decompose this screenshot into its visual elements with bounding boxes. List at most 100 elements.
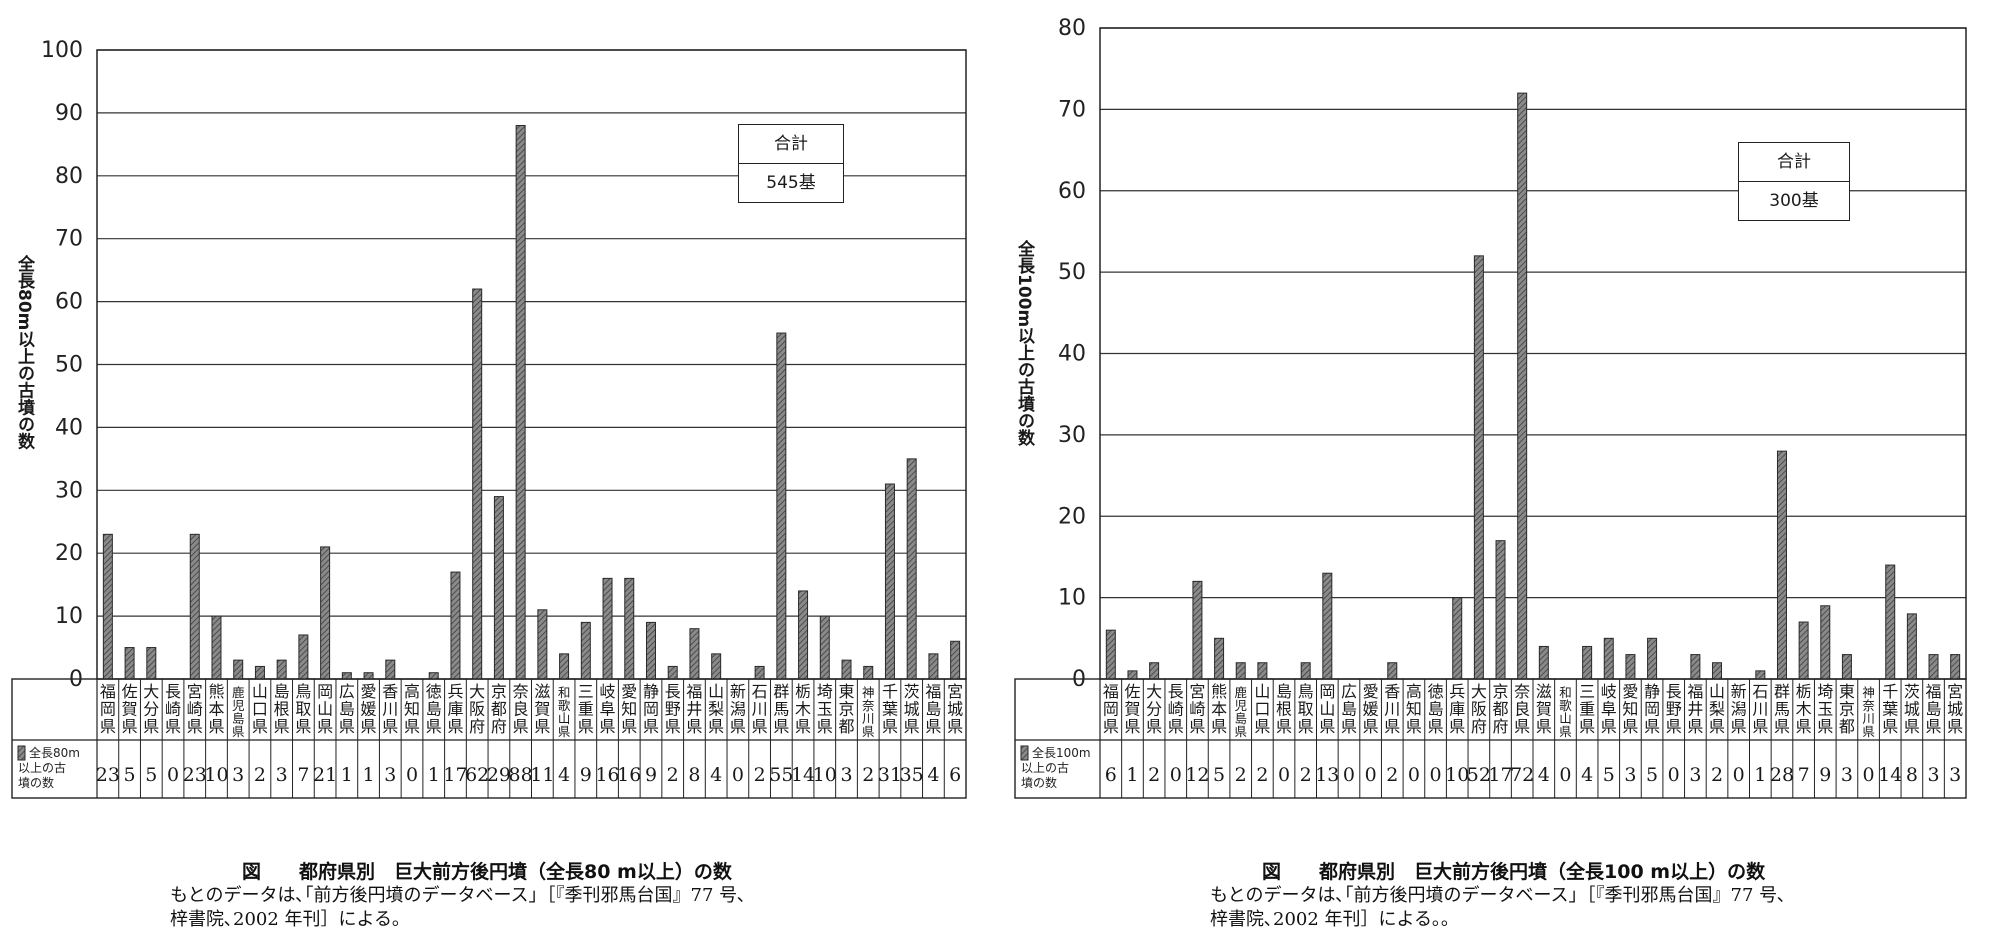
data-table-frame bbox=[1014, 678, 1967, 799]
value-label: 6 bbox=[1105, 764, 1117, 786]
category-label: 千葉県 bbox=[1882, 682, 1898, 736]
bar bbox=[1625, 654, 1636, 680]
bar bbox=[1712, 662, 1723, 680]
bar bbox=[1582, 645, 1593, 680]
category-label: 茨城県 bbox=[904, 682, 920, 736]
value-label: 0 bbox=[1408, 764, 1420, 786]
value-label: 8 bbox=[1906, 764, 1918, 786]
value-label: 0 bbox=[1170, 764, 1182, 786]
value-label: 0 bbox=[1668, 764, 1680, 786]
bar bbox=[1690, 654, 1701, 680]
bar bbox=[754, 665, 765, 680]
value-label: 0 bbox=[1430, 764, 1442, 786]
category-label: 宮崎県 bbox=[1189, 682, 1205, 736]
legend-label: 全長100m bbox=[1032, 745, 1091, 760]
bar bbox=[1149, 662, 1160, 680]
bar bbox=[1885, 564, 1896, 680]
value-label: 2 bbox=[254, 764, 266, 786]
category-label: 長野県 bbox=[1666, 682, 1682, 736]
caption: 図 都府県別 巨大前方後円墳（全長100 m以上）の数 もとのデータは､｢前方後… bbox=[1210, 857, 1786, 932]
chart-80m-plot: 0102030405060708090100全長80m以上の古墳の数福岡県23佐… bbox=[11, 38, 967, 799]
value-label: 52 bbox=[1467, 764, 1491, 786]
category-label: 大分県 bbox=[1146, 682, 1162, 736]
category-label: 和歌山県 bbox=[558, 685, 571, 739]
value-label: 2 bbox=[1386, 764, 1398, 786]
value-label: 16 bbox=[595, 764, 619, 786]
value-label: 35 bbox=[900, 764, 924, 786]
bar bbox=[1798, 621, 1809, 680]
category-label: 広島県 bbox=[339, 682, 355, 736]
value-label: 10 bbox=[1445, 764, 1469, 786]
value-label: 14 bbox=[791, 764, 815, 786]
category-label: 長野県 bbox=[665, 682, 681, 736]
bar bbox=[1127, 670, 1138, 680]
y-tick-label: 40 bbox=[1058, 342, 1086, 367]
y-tick-label: 70 bbox=[55, 227, 83, 252]
bar bbox=[189, 533, 200, 680]
bar bbox=[624, 577, 635, 680]
value-label: 9 bbox=[1819, 764, 1831, 786]
bar bbox=[493, 496, 504, 680]
value-label: 5 bbox=[1646, 764, 1658, 786]
y-tick-label: 20 bbox=[55, 541, 83, 566]
value-label: 5 bbox=[124, 764, 136, 786]
category-label: 愛媛県 bbox=[1363, 682, 1379, 736]
bar bbox=[341, 672, 352, 680]
value-label: 28 bbox=[1770, 764, 1794, 786]
value-label: 2 bbox=[1256, 764, 1268, 786]
category-label: 東京都 bbox=[1839, 682, 1855, 736]
value-label: 23 bbox=[183, 764, 207, 786]
category-label: 兵庫県 bbox=[1449, 682, 1465, 736]
bar bbox=[1214, 637, 1225, 680]
category-label: 茨城県 bbox=[1904, 682, 1920, 736]
bar bbox=[320, 546, 331, 680]
category-label: 島根県 bbox=[1276, 682, 1292, 736]
bar bbox=[602, 577, 613, 680]
total-box: 合計 545基 bbox=[738, 124, 844, 203]
value-label: 0 bbox=[1733, 764, 1745, 786]
bar bbox=[1192, 580, 1203, 680]
data-table-frame bbox=[11, 678, 967, 799]
category-label: 大分県 bbox=[143, 682, 159, 736]
value-label: 2 bbox=[667, 764, 679, 786]
y-tick-label: 80 bbox=[55, 164, 83, 189]
bar bbox=[254, 665, 265, 680]
value-label: 3 bbox=[1689, 764, 1701, 786]
chart-80m: 0 10 20 30 40 50 60 70 80 90 100 全長80m 以上の古 墳の数 福岡県 23 佐… bbox=[11, 38, 967, 930]
bar bbox=[819, 615, 830, 680]
value-label: 0 bbox=[1365, 764, 1377, 786]
category-label: 鳥取県 bbox=[1298, 682, 1314, 736]
category-label: 千葉県 bbox=[882, 682, 898, 736]
value-label: 3 bbox=[840, 764, 852, 786]
value-label: 1 bbox=[1126, 764, 1138, 786]
bar bbox=[1517, 92, 1528, 680]
bar bbox=[298, 634, 309, 680]
value-label: 11 bbox=[530, 764, 554, 786]
value-label: 2 bbox=[1148, 764, 1160, 786]
category-label: 岡山県 bbox=[1319, 682, 1335, 736]
bar bbox=[102, 533, 113, 680]
bar bbox=[1538, 645, 1549, 680]
value-label: 1 bbox=[1754, 764, 1766, 786]
y-tick-label: 30 bbox=[55, 478, 83, 503]
value-label: 7 bbox=[1798, 764, 1810, 786]
value-label: 5 bbox=[1213, 764, 1225, 786]
bar bbox=[124, 647, 135, 680]
bar bbox=[1235, 662, 1246, 680]
category-label: 島根県 bbox=[274, 682, 290, 736]
value-label: 0 bbox=[406, 764, 418, 786]
category-label: 熊本県 bbox=[1211, 682, 1227, 736]
category-label: 高知県 bbox=[1406, 682, 1422, 736]
category-label: 奈良県 bbox=[1514, 682, 1530, 736]
bar bbox=[276, 659, 287, 680]
bar bbox=[1647, 637, 1658, 680]
category-label: 徳島県 bbox=[1428, 682, 1444, 736]
category-label: 山口県 bbox=[252, 682, 268, 736]
value-label: 16 bbox=[617, 764, 641, 786]
bar bbox=[559, 653, 570, 680]
category-label: 広島県 bbox=[1341, 682, 1357, 736]
bar bbox=[363, 672, 374, 680]
value-label: 0 bbox=[732, 764, 744, 786]
y-axis-label: 全長100m以上の古墳の数 bbox=[1014, 240, 1034, 447]
value-label: 4 bbox=[710, 764, 722, 786]
